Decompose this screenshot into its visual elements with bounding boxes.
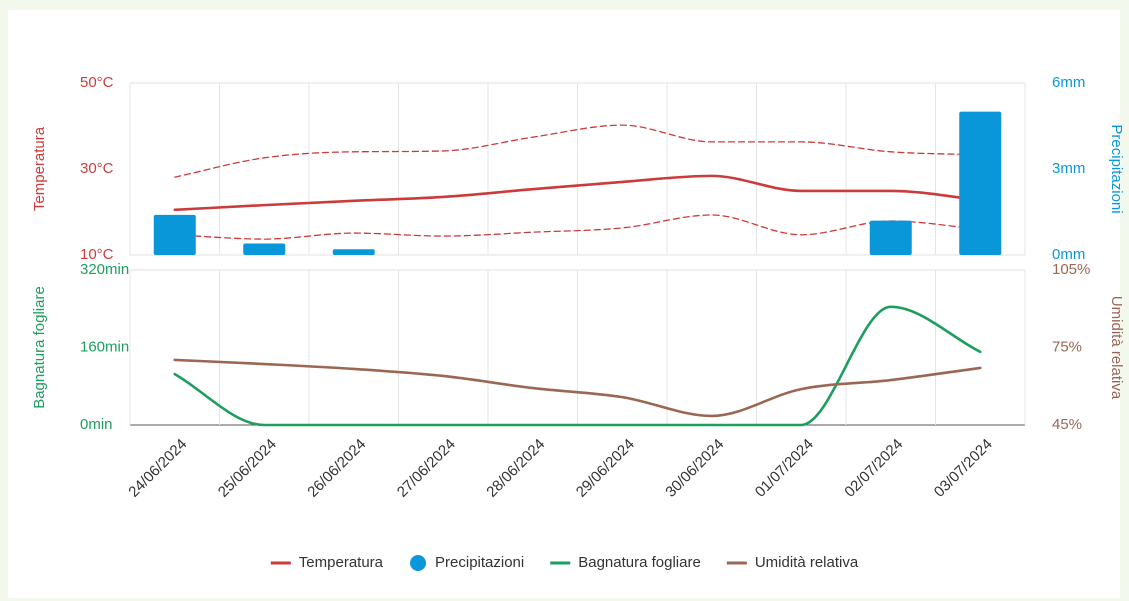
y2-tick-label: 6mm xyxy=(1052,74,1085,91)
y-axis-title: Bagnatura fogliare xyxy=(31,286,48,409)
legend-label: Bagnatura fogliare xyxy=(578,554,701,571)
y-tick-label: 30°C xyxy=(80,160,114,177)
y-tick-label: 160min xyxy=(80,338,129,355)
legend-label: Temperatura xyxy=(299,554,384,571)
y-tick-label: 0min xyxy=(80,416,113,433)
bar xyxy=(243,243,286,255)
legend-label: Precipitazioni xyxy=(435,554,524,571)
y2-tick-label: 3mm xyxy=(1052,160,1085,177)
bar xyxy=(153,214,196,255)
y-axis-title: Temperatura xyxy=(31,126,48,211)
y2-tick-label: 105% xyxy=(1052,261,1090,278)
y2-tick-label: 45% xyxy=(1052,416,1082,433)
line xyxy=(173,174,982,212)
y2-tick-label: 75% xyxy=(1052,338,1082,355)
line xyxy=(173,358,982,418)
y-tick-label: 320min xyxy=(80,261,129,278)
legend-marker xyxy=(410,555,427,571)
y2-tick-label: 0mm xyxy=(1052,246,1085,263)
y2-axis-title: Precipitazioni xyxy=(1108,124,1125,213)
range-line xyxy=(174,214,981,240)
y-tick-label: 50°C xyxy=(80,74,114,91)
legend-label: Umidità relativa xyxy=(755,554,859,571)
card xyxy=(8,10,1120,598)
bar xyxy=(869,220,912,255)
legend: Temperatura Precipitazioni Bagnatura fogli… xyxy=(270,554,859,571)
range-line xyxy=(174,124,981,178)
y2-axis-title: Umidità relativa xyxy=(1108,296,1125,400)
line xyxy=(173,305,982,427)
bar xyxy=(959,111,1002,256)
y-tick-label: 10°C xyxy=(80,246,114,263)
bar xyxy=(332,249,375,255)
